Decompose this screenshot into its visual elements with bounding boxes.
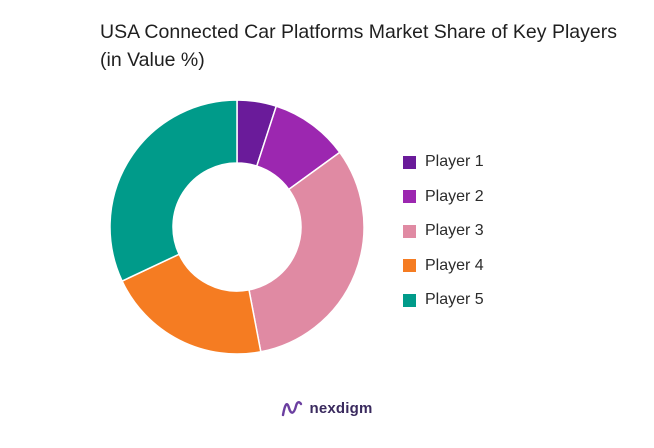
legend-swatch xyxy=(403,190,416,204)
donut-chart xyxy=(109,99,365,355)
legend-item-2: Player 2 xyxy=(403,180,484,215)
legend-item-4: Player 4 xyxy=(403,249,484,284)
chart-legend: Player 1 Player 2 Player 3 Player 4 Player 5 xyxy=(403,145,484,318)
brand-footer: nexdigm xyxy=(0,398,654,418)
legend-label: Player 3 xyxy=(425,222,484,240)
legend-item-5: Player 5 xyxy=(403,283,484,318)
chart-title: USA Connected Car Platforms Market Share… xyxy=(100,21,617,71)
legend-swatch xyxy=(403,259,416,273)
legend-label: Player 1 xyxy=(425,153,484,171)
donut-slice-3 xyxy=(248,151,365,353)
donut-slice-4 xyxy=(121,253,262,355)
legend-label: Player 5 xyxy=(425,291,484,309)
legend-label: Player 4 xyxy=(425,256,484,274)
legend-swatch xyxy=(403,155,416,169)
legend-swatch xyxy=(403,293,416,307)
brand-name: nexdigm xyxy=(309,399,373,417)
legend-swatch xyxy=(403,224,416,238)
legend-item-3: Player 3 xyxy=(403,214,484,249)
nexdigm-logo-icon xyxy=(282,401,303,417)
legend-item-1: Player 1 xyxy=(403,145,484,180)
donut-slice-5 xyxy=(109,99,238,283)
legend-label: Player 2 xyxy=(425,187,484,205)
